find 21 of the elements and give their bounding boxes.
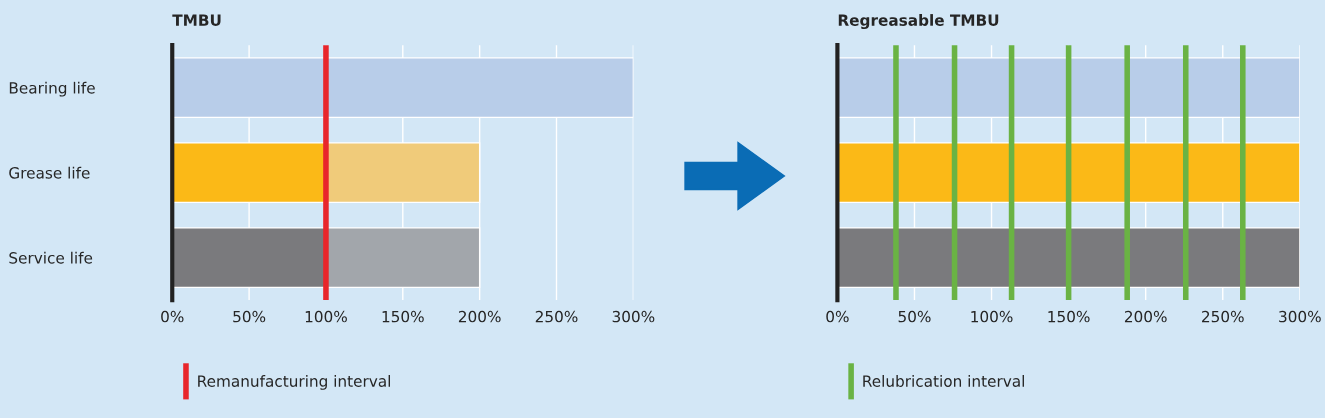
x-tick-label: 200% (1124, 310, 1167, 323)
legend-label: Remanufacturing interval (198, 375, 390, 390)
x-tick-label: 250% (1202, 310, 1244, 323)
legend-label: Relubrication interval (863, 375, 1024, 387)
x-tick-label: 150% (382, 310, 424, 323)
y-tick-label: Grease life (9, 166, 90, 179)
x-tick-label: 0% (161, 310, 184, 323)
x-tick-label: 300% (1279, 310, 1321, 323)
x-tick-label: 50% (898, 310, 931, 323)
chart-title: Regreasable TMBU (838, 14, 999, 29)
x-tick-label: 50% (233, 310, 266, 323)
y-tick-label: Service life (9, 251, 93, 264)
x-tick-label: 100% (305, 310, 347, 323)
y-tick-label: Bearing life (9, 81, 95, 97)
x-tick-label: 0% (826, 310, 849, 323)
x-tick-label: 100% (971, 310, 1013, 323)
chart-title: TMBU (172, 14, 221, 26)
x-tick-label: 300% (612, 310, 655, 323)
x-tick-label: 150% (1048, 310, 1090, 323)
x-tick-label: 200% (458, 310, 501, 323)
x-tick-label: 250% (535, 310, 578, 323)
